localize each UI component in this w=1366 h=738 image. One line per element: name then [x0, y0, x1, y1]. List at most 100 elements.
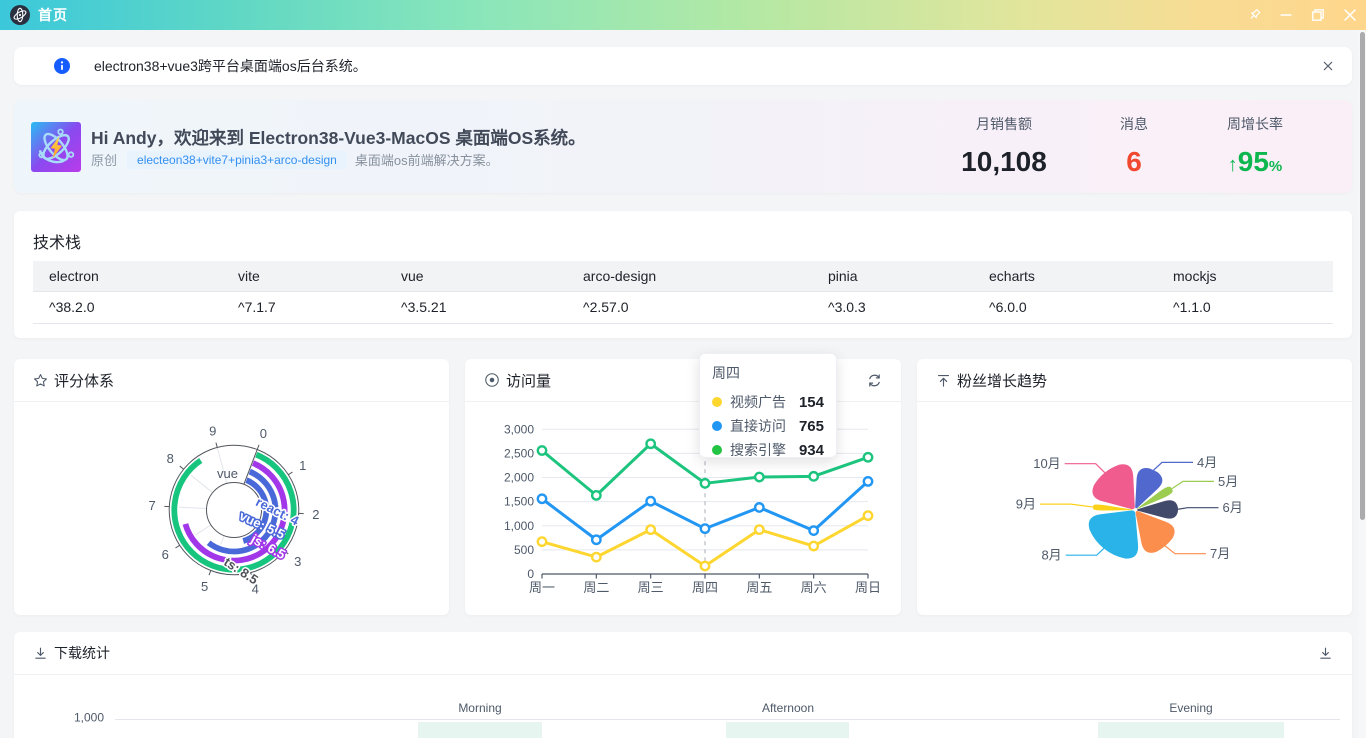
series-dot-icon	[712, 445, 722, 455]
visits-line-chart[interactable]: 0 500 1,000 1,500 2,000 2,500 3,000 周一 周二 周三 周四 周五 周…	[465, 403, 901, 615]
minimize-icon	[1280, 14, 1292, 16]
svg-text:4: 4	[252, 582, 259, 597]
table-header-cell: mockjs	[1157, 261, 1333, 292]
avatar	[31, 122, 81, 172]
tooltip-series-name: 直接访问	[730, 418, 786, 434]
tooltip-series-value: 934	[798, 441, 824, 459]
maximize-button[interactable]	[1302, 0, 1334, 30]
svg-text:Afternoon: Afternoon	[762, 701, 814, 715]
info-circle-icon	[54, 58, 70, 74]
table-header-cell: arco-design	[567, 261, 812, 292]
table-cell: ^3.5.21	[385, 291, 567, 324]
svg-text:6月: 6月	[1223, 500, 1243, 515]
svg-text:周日: 周日	[855, 580, 881, 595]
downloads-card-title: 下载统计	[54, 645, 110, 661]
table-header-cell: vue	[385, 261, 567, 292]
alert-banner: electron38+vue3跨平台桌面端os后台系统。	[14, 47, 1352, 85]
svg-text:1,000: 1,000	[74, 711, 104, 725]
svg-text:3,000: 3,000	[504, 422, 534, 436]
svg-text:Morning: Morning	[458, 701, 501, 715]
pin-icon	[1250, 8, 1260, 19]
svg-text:5: 5	[201, 579, 208, 594]
table-cell: ^38.2.0	[33, 291, 222, 324]
table-header-cell: pinia	[812, 261, 973, 292]
title-bar: 首页	[0, 0, 1366, 30]
svg-text:8: 8	[167, 451, 174, 466]
svg-text:2,000: 2,000	[504, 471, 534, 485]
svg-text:0: 0	[260, 426, 267, 441]
close-button[interactable]	[1334, 0, 1366, 30]
pin-button[interactable]	[1238, 0, 1270, 30]
tooltip-row: 直接访问 765	[712, 414, 824, 438]
table-cell: ^6.0.0	[973, 291, 1157, 324]
welcome-banner: Hi Andy，欢迎来到 Electron38-Vue3-MacOS 桌面端OS…	[14, 100, 1352, 193]
app-logo	[10, 5, 30, 25]
stat-label: 周增长率	[1227, 116, 1283, 132]
download-action-button[interactable]	[1318, 646, 1333, 661]
tag-suffix: 桌面端os前端解决方案。	[354, 153, 499, 168]
arrow-up-icon: ↑	[1227, 154, 1238, 176]
minimize-button[interactable]	[1270, 0, 1302, 30]
table-header-cell: echarts	[973, 261, 1157, 292]
tooltip-row: 视频广告 154	[712, 390, 824, 414]
tech-stack-card: 技术栈 electron vite vue arco-design pinia echar…	[14, 211, 1352, 338]
svg-text:500: 500	[514, 543, 534, 557]
svg-text:9月: 9月	[1016, 497, 1036, 512]
download-icon	[1320, 647, 1331, 659]
fans-card-title: 粉丝增长趋势	[957, 372, 1048, 390]
svg-text:周五: 周五	[746, 580, 772, 595]
table-cell: ^2.57.0	[567, 291, 812, 324]
refresh-button[interactable]	[867, 373, 882, 388]
to-top-icon	[937, 374, 950, 387]
svg-text:vue: vue	[217, 466, 238, 481]
downloads-bar-chart[interactable]: 1,000 Morning Afternoon Evening	[14, 676, 1352, 738]
table-row: ^38.2.0 ^7.1.7 ^3.5.21 ^2.57.0 ^3.0.3 ^6.0.0 ^…	[33, 291, 1333, 324]
download-icon	[35, 647, 46, 659]
table-header-row: electron vite vue arco-design pinia echarts mo…	[33, 261, 1333, 292]
alert-text: electron38+vue3跨平台桌面端os后台系统。	[94, 58, 367, 74]
svg-text:7月: 7月	[1210, 546, 1230, 561]
stat-label: 月销售额	[976, 116, 1032, 132]
svg-text:周六: 周六	[801, 580, 827, 595]
svg-text:周一: 周一	[529, 580, 555, 595]
svg-text:Evening: Evening	[1169, 701, 1212, 715]
visits-card-header: 访问量	[465, 359, 901, 402]
svg-text:1: 1	[299, 458, 306, 473]
table-header-cell: vite	[222, 261, 385, 292]
svg-text:4月: 4月	[1197, 455, 1217, 470]
svg-text:周四: 周四	[692, 580, 718, 595]
origin-label: 原创	[91, 153, 118, 168]
table-cell: ^1.1.0	[1157, 291, 1333, 324]
tooltip-series-name: 搜索引擎	[730, 442, 786, 458]
chart-tooltip: 周四 视频广告 154 直接访问 765 搜索引擎 934	[699, 353, 837, 459]
svg-text:6: 6	[162, 547, 169, 562]
svg-text:周二: 周二	[583, 580, 609, 595]
stat-label: 消息	[1120, 116, 1148, 132]
eye-icon	[485, 373, 499, 387]
svg-text:2: 2	[312, 507, 319, 522]
tooltip-series-name: 视频广告	[730, 394, 786, 410]
window-title: 首页	[38, 7, 68, 23]
table-header-cell: electron	[33, 261, 222, 292]
maximize-icon	[1312, 9, 1324, 21]
svg-text:周三: 周三	[638, 580, 664, 595]
rating-card: 评分体系 0 1 2 3 4 5 6 7 8 9 vue react: 4 vue: 5.5 js: 6.…	[14, 359, 449, 615]
alert-close-button[interactable]	[1320, 58, 1336, 74]
scrollbar-thumb[interactable]	[1360, 32, 1365, 520]
svg-text:0: 0	[527, 567, 534, 581]
fans-card-header: 粉丝增长趋势	[917, 359, 1352, 402]
downloads-card-header: 下载统计	[14, 632, 1352, 675]
atom-logo-icon	[13, 7, 27, 23]
visits-card-title: 访问量	[506, 372, 552, 390]
tech-stack-table: electron vite vue arco-design pinia echarts mo…	[33, 261, 1333, 324]
downloads-card: 下载统计 1,000 Morning Afternoon Evening	[14, 632, 1352, 738]
tooltip-title: 周四	[712, 365, 740, 381]
table-cell: ^7.1.7	[222, 291, 385, 324]
stack-tag[interactable]: electeon38+vite7+pinia3+arco-design	[127, 150, 347, 169]
tech-stack-title: 技术栈	[33, 235, 82, 252]
svg-text:10月: 10月	[1033, 456, 1060, 471]
star-icon	[34, 373, 47, 386]
